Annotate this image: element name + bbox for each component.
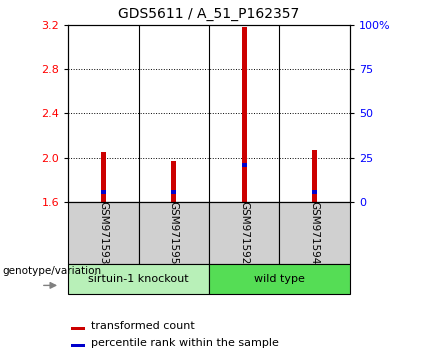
FancyBboxPatch shape (209, 264, 350, 294)
Text: GSM971595: GSM971595 (169, 201, 179, 264)
FancyBboxPatch shape (139, 202, 209, 264)
Bar (171, 161, 176, 202)
Text: GSM971592: GSM971592 (239, 201, 249, 264)
Bar (71, 327, 85, 330)
Text: GSM971593: GSM971593 (99, 201, 108, 264)
Text: percentile rank within the sample: percentile rank within the sample (91, 338, 279, 348)
Bar (101, 190, 106, 194)
FancyBboxPatch shape (68, 264, 209, 294)
Bar (312, 190, 317, 194)
Bar (242, 163, 247, 167)
Text: sirtuin-1 knockout: sirtuin-1 knockout (88, 274, 189, 284)
FancyBboxPatch shape (209, 202, 279, 264)
Bar (71, 344, 85, 347)
Text: GSM971594: GSM971594 (310, 201, 319, 264)
Text: wild type: wild type (254, 274, 305, 284)
Bar (312, 150, 317, 202)
Text: transformed count: transformed count (91, 321, 194, 331)
Title: GDS5611 / A_51_P162357: GDS5611 / A_51_P162357 (118, 7, 300, 21)
FancyBboxPatch shape (68, 202, 139, 264)
Text: genotype/variation: genotype/variation (3, 266, 102, 276)
Bar (171, 190, 176, 194)
Bar (101, 152, 106, 202)
Bar (242, 27, 247, 202)
FancyBboxPatch shape (279, 202, 350, 264)
